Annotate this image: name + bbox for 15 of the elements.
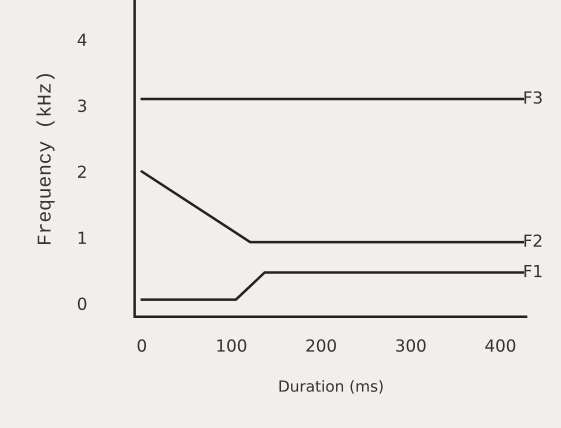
series-label: F3 [524,91,542,104]
x-tick-label: 0 [138,339,146,352]
x-tick-label: 100 [217,339,246,352]
series-label: F2 [524,234,542,247]
y-tick-label: 3 [78,100,86,112]
y-tick-label: 0 [78,297,86,310]
x-axis-title: Duration (ms) [280,380,383,394]
y-axis-title: Frequency (kHz) [36,74,55,244]
x-tick-label: 300 [396,339,426,352]
y-tick-label: 2 [78,166,86,178]
y-tick-label: 4 [78,34,86,46]
y-tick-label: 1 [78,232,86,244]
x-tick-label: 200 [306,339,336,352]
series-label: F1 [524,264,542,278]
x-tick-label: 400 [485,339,516,352]
